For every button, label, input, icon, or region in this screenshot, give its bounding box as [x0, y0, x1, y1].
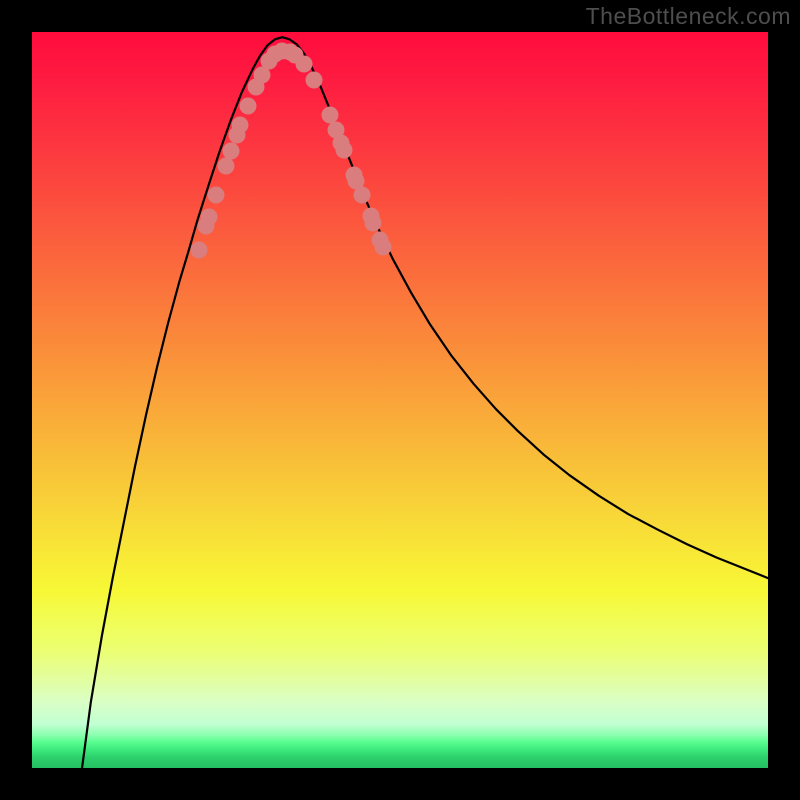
curve-marker	[222, 143, 239, 160]
curve-marker	[239, 98, 256, 115]
curve-layer	[32, 32, 768, 768]
curve-marker	[305, 71, 322, 88]
curve-marker	[200, 209, 217, 226]
curve-marker	[364, 215, 381, 232]
curve-marker	[191, 241, 208, 258]
chart-canvas: TheBottleneck.com	[0, 0, 800, 800]
curve-marker	[375, 238, 392, 255]
curve-marker	[208, 187, 225, 204]
curve-marker	[353, 187, 370, 204]
curve-marker	[217, 157, 234, 174]
curve-marker	[336, 142, 353, 159]
plot-area	[32, 32, 768, 768]
watermark-text: TheBottleneck.com	[586, 3, 791, 30]
curve-marker	[296, 55, 313, 72]
curve-marker	[232, 116, 249, 133]
bottleneck-curve	[82, 37, 768, 768]
